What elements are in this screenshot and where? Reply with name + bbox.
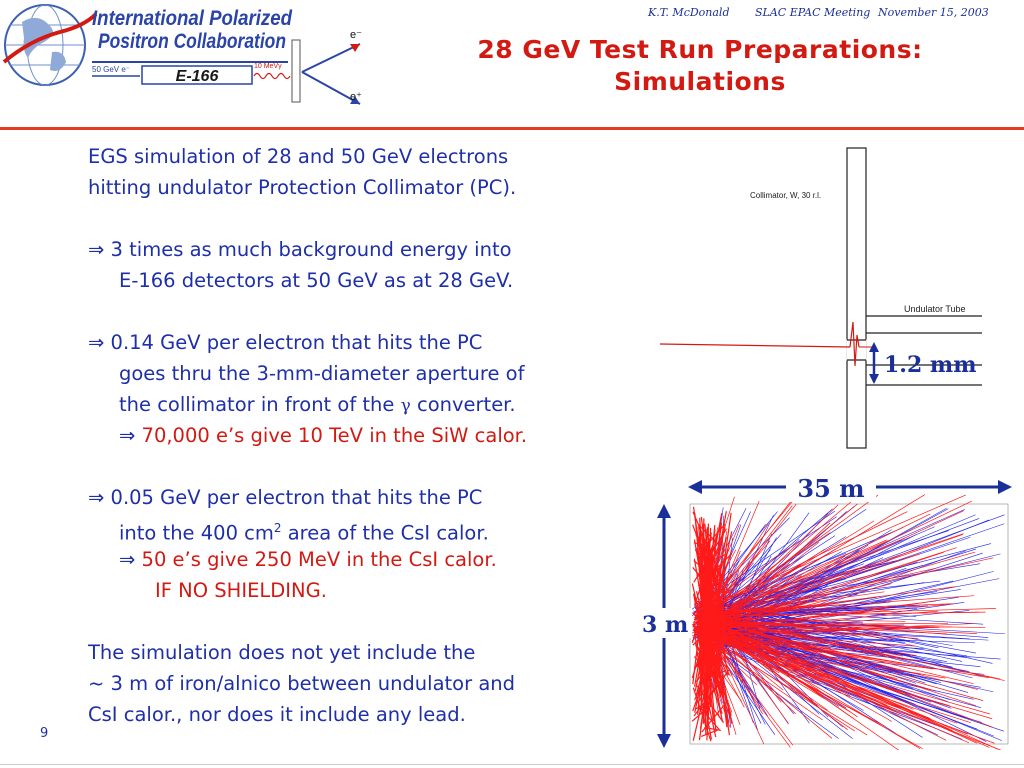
footer-rule <box>0 764 1024 765</box>
logo-positron-label: e⁺ <box>350 91 362 103</box>
width-dimension-label: 35 m <box>797 474 864 503</box>
implies-arrow-icon: ⇒ <box>119 424 136 447</box>
gamma-symbol: γ <box>400 396 411 416</box>
logo-experiment-label: E-166 <box>176 68 219 85</box>
implies-arrow-icon: ⇒ <box>88 486 105 509</box>
particle-tracks <box>691 494 1005 750</box>
implies-arrow-icon: ⇒ <box>88 238 105 261</box>
point-3-cont: into the 400 cm2 area of the CsI calor. <box>119 521 489 545</box>
slide-title-line1: 28 GeV Test Run Preparations: <box>477 35 923 64</box>
point-1-cont: E-166 detectors at 50 GeV as at 28 GeV. <box>119 269 514 292</box>
logo-photon-label: 10 MeVγ <box>254 63 282 70</box>
closing-line: CsI calor., nor does it include any lead… <box>88 703 466 726</box>
simulation-tracks-image: 35 m 3 m <box>640 472 1012 750</box>
intro-line: EGS simulation of 28 and 50 GeV electron… <box>88 145 509 168</box>
globe-icon <box>2 4 98 86</box>
point-1: ⇒ 3 times as much background energy into <box>88 238 512 261</box>
logo-electron-label: e⁻ <box>350 29 362 41</box>
point-2-cont: the collimator in front of the γ convert… <box>119 393 516 416</box>
slide-body: EGS simulation of 28 and 50 GeV electron… <box>88 141 648 730</box>
point-3-result: ⇒ 50 e’s give 250 MeV in the CsI calor. <box>119 548 497 571</box>
logo-title-line1: International Polarized <box>92 7 293 30</box>
logo-beam-label: 50 GeV e⁻ <box>92 65 130 74</box>
point-3: ⇒ 0.05 GeV per electron that hits the PC <box>88 486 483 509</box>
slide-title: 28 GeV Test Run Preparations: Simulation… <box>400 34 1000 98</box>
implies-arrow-icon: ⇒ <box>119 548 136 571</box>
author: K.T. McDonald <box>648 6 730 19</box>
collimator-diagram: Collimator, W, 30 r.l. Undulator Tube 1.… <box>660 147 982 449</box>
meeting-date: November 15, 2003 <box>878 6 989 19</box>
page-number: 9 <box>40 726 49 741</box>
point-2: ⇒ 0.14 GeV per electron that hits the PC <box>88 331 483 354</box>
closing-line: ~ 3 m of iron/alnico between undulator a… <box>88 672 516 695</box>
point-2-cont: goes thru the 3-mm-diameter aperture of <box>119 362 525 385</box>
height-dimension-label: 3 m <box>642 612 688 638</box>
closing-line: The simulation does not yet include the <box>88 641 476 664</box>
meeting-name: SLAC EPAC Meeting <box>755 6 871 19</box>
slide-title-line2: Simulations <box>614 67 786 96</box>
shielding-note: IF NO SHIELDING. <box>155 579 327 602</box>
intro-line: hitting undulator Protection Collimator … <box>88 176 517 199</box>
header-divider <box>0 127 1024 130</box>
logo-title-line2: Positron Collaboration <box>98 30 286 53</box>
point-2-result: ⇒ 70,000 e’s give 10 TeV in the SiW calo… <box>119 424 528 447</box>
collimator-label: Collimator, W, 30 r.l. <box>750 191 821 200</box>
ippc-logo: International Polarized Positron Collabo… <box>2 4 362 105</box>
undulator-tube-label: Undulator Tube <box>904 304 966 314</box>
aperture-label: 1.2 mm <box>884 352 977 378</box>
implies-arrow-icon: ⇒ <box>88 331 105 354</box>
